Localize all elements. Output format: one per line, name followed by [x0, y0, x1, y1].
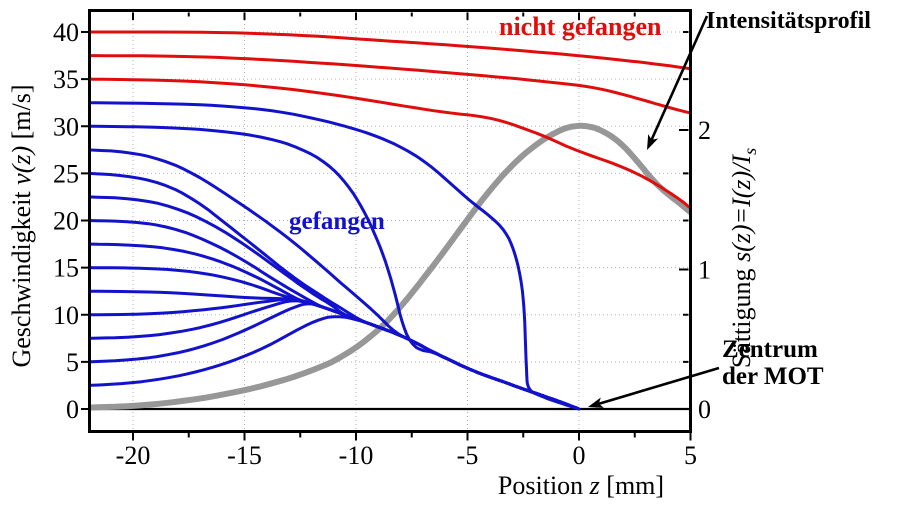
y-right-label-subscript: s: [740, 147, 761, 155]
zentrum-line2: der MOT: [722, 363, 824, 390]
y-left-tick-label: 30: [53, 112, 79, 141]
curve-intensitaetsprofil: [91, 122, 689, 411]
x-label-variable: z: [589, 471, 600, 500]
y-right-axis-label: Sättigung s(z)=I(z)/Is: [727, 148, 761, 368]
zentrum-line1: Zentrum: [722, 336, 818, 363]
x-axis-label: Position z [mm]: [498, 471, 664, 501]
axis-ticks: [81, 12, 692, 441]
curve-gefangen_v0_15: [91, 266, 581, 411]
y-left-tick-label: 35: [53, 65, 79, 94]
y-right-label-prefix: Sättigung: [726, 261, 756, 369]
annotation-gefangen: gefangen: [289, 208, 385, 235]
x-tick-label: -5: [457, 441, 479, 470]
y-left-tick-label: 15: [53, 254, 79, 283]
gridlines: [91, 12, 689, 430]
y-right-tick-label: 0: [698, 395, 711, 424]
x-tick-label: -20: [116, 441, 151, 470]
y-right-tick-label: 1: [698, 256, 711, 285]
x-tick-label: -10: [339, 441, 374, 470]
curve-gefangen_v0_32p5: [91, 101, 581, 411]
curve-gefangen_v0_5: [91, 302, 581, 411]
y-left-tick-label: 5: [66, 348, 79, 377]
annotation-nicht-gefangen: nicht gefangen: [499, 12, 662, 41]
annotation-intensitaetsprofil: Intensitätsprofil: [706, 8, 871, 34]
y-right-label-variable: s(z)=I(z)/I: [726, 154, 756, 262]
curve-nicht_gefangen_v0_40: [91, 30, 689, 71]
curve-nicht_gefangen_v0_37p5: [91, 54, 689, 115]
y-left-label-variable: v(z): [7, 145, 36, 185]
y-left-tick-label: 25: [53, 159, 79, 188]
y-left-tick-label: 0: [66, 395, 79, 424]
curve-gefangen_v0_27p5: [91, 148, 581, 411]
x-label-suffix: [mm]: [599, 471, 665, 500]
y-left-label-suffix: [m/s]: [7, 84, 36, 146]
curves-layer: [91, 30, 689, 411]
arrow-intensitaetsprofil: [647, 15, 709, 150]
curve-gefangen_v0_12p5: [91, 289, 581, 411]
x-label-prefix: Position: [497, 471, 590, 500]
y-right-tick-label: 2: [698, 116, 711, 145]
y-left-label-prefix: Geschwindigkeit: [7, 184, 36, 368]
arrow-zentrum-der-mot: [588, 366, 720, 408]
plot-border: [88, 9, 692, 433]
x-tick-label: 5: [684, 441, 697, 470]
y-left-tick-label: 20: [53, 207, 79, 236]
y-left-axis-label: Geschwindigkeit v(z) [m/s]: [7, 84, 37, 367]
x-tick-label: 0: [573, 441, 586, 470]
x-tick-label: -15: [227, 441, 262, 470]
annotation-zentrum-der-mot: Zentrum der MOT: [722, 336, 824, 390]
y-left-tick-label: 40: [53, 18, 79, 47]
curve-gefangen_v0_30: [91, 124, 581, 411]
y-left-tick-label: 10: [53, 301, 79, 330]
curve-nicht_gefangen_v0_35: [91, 77, 689, 209]
